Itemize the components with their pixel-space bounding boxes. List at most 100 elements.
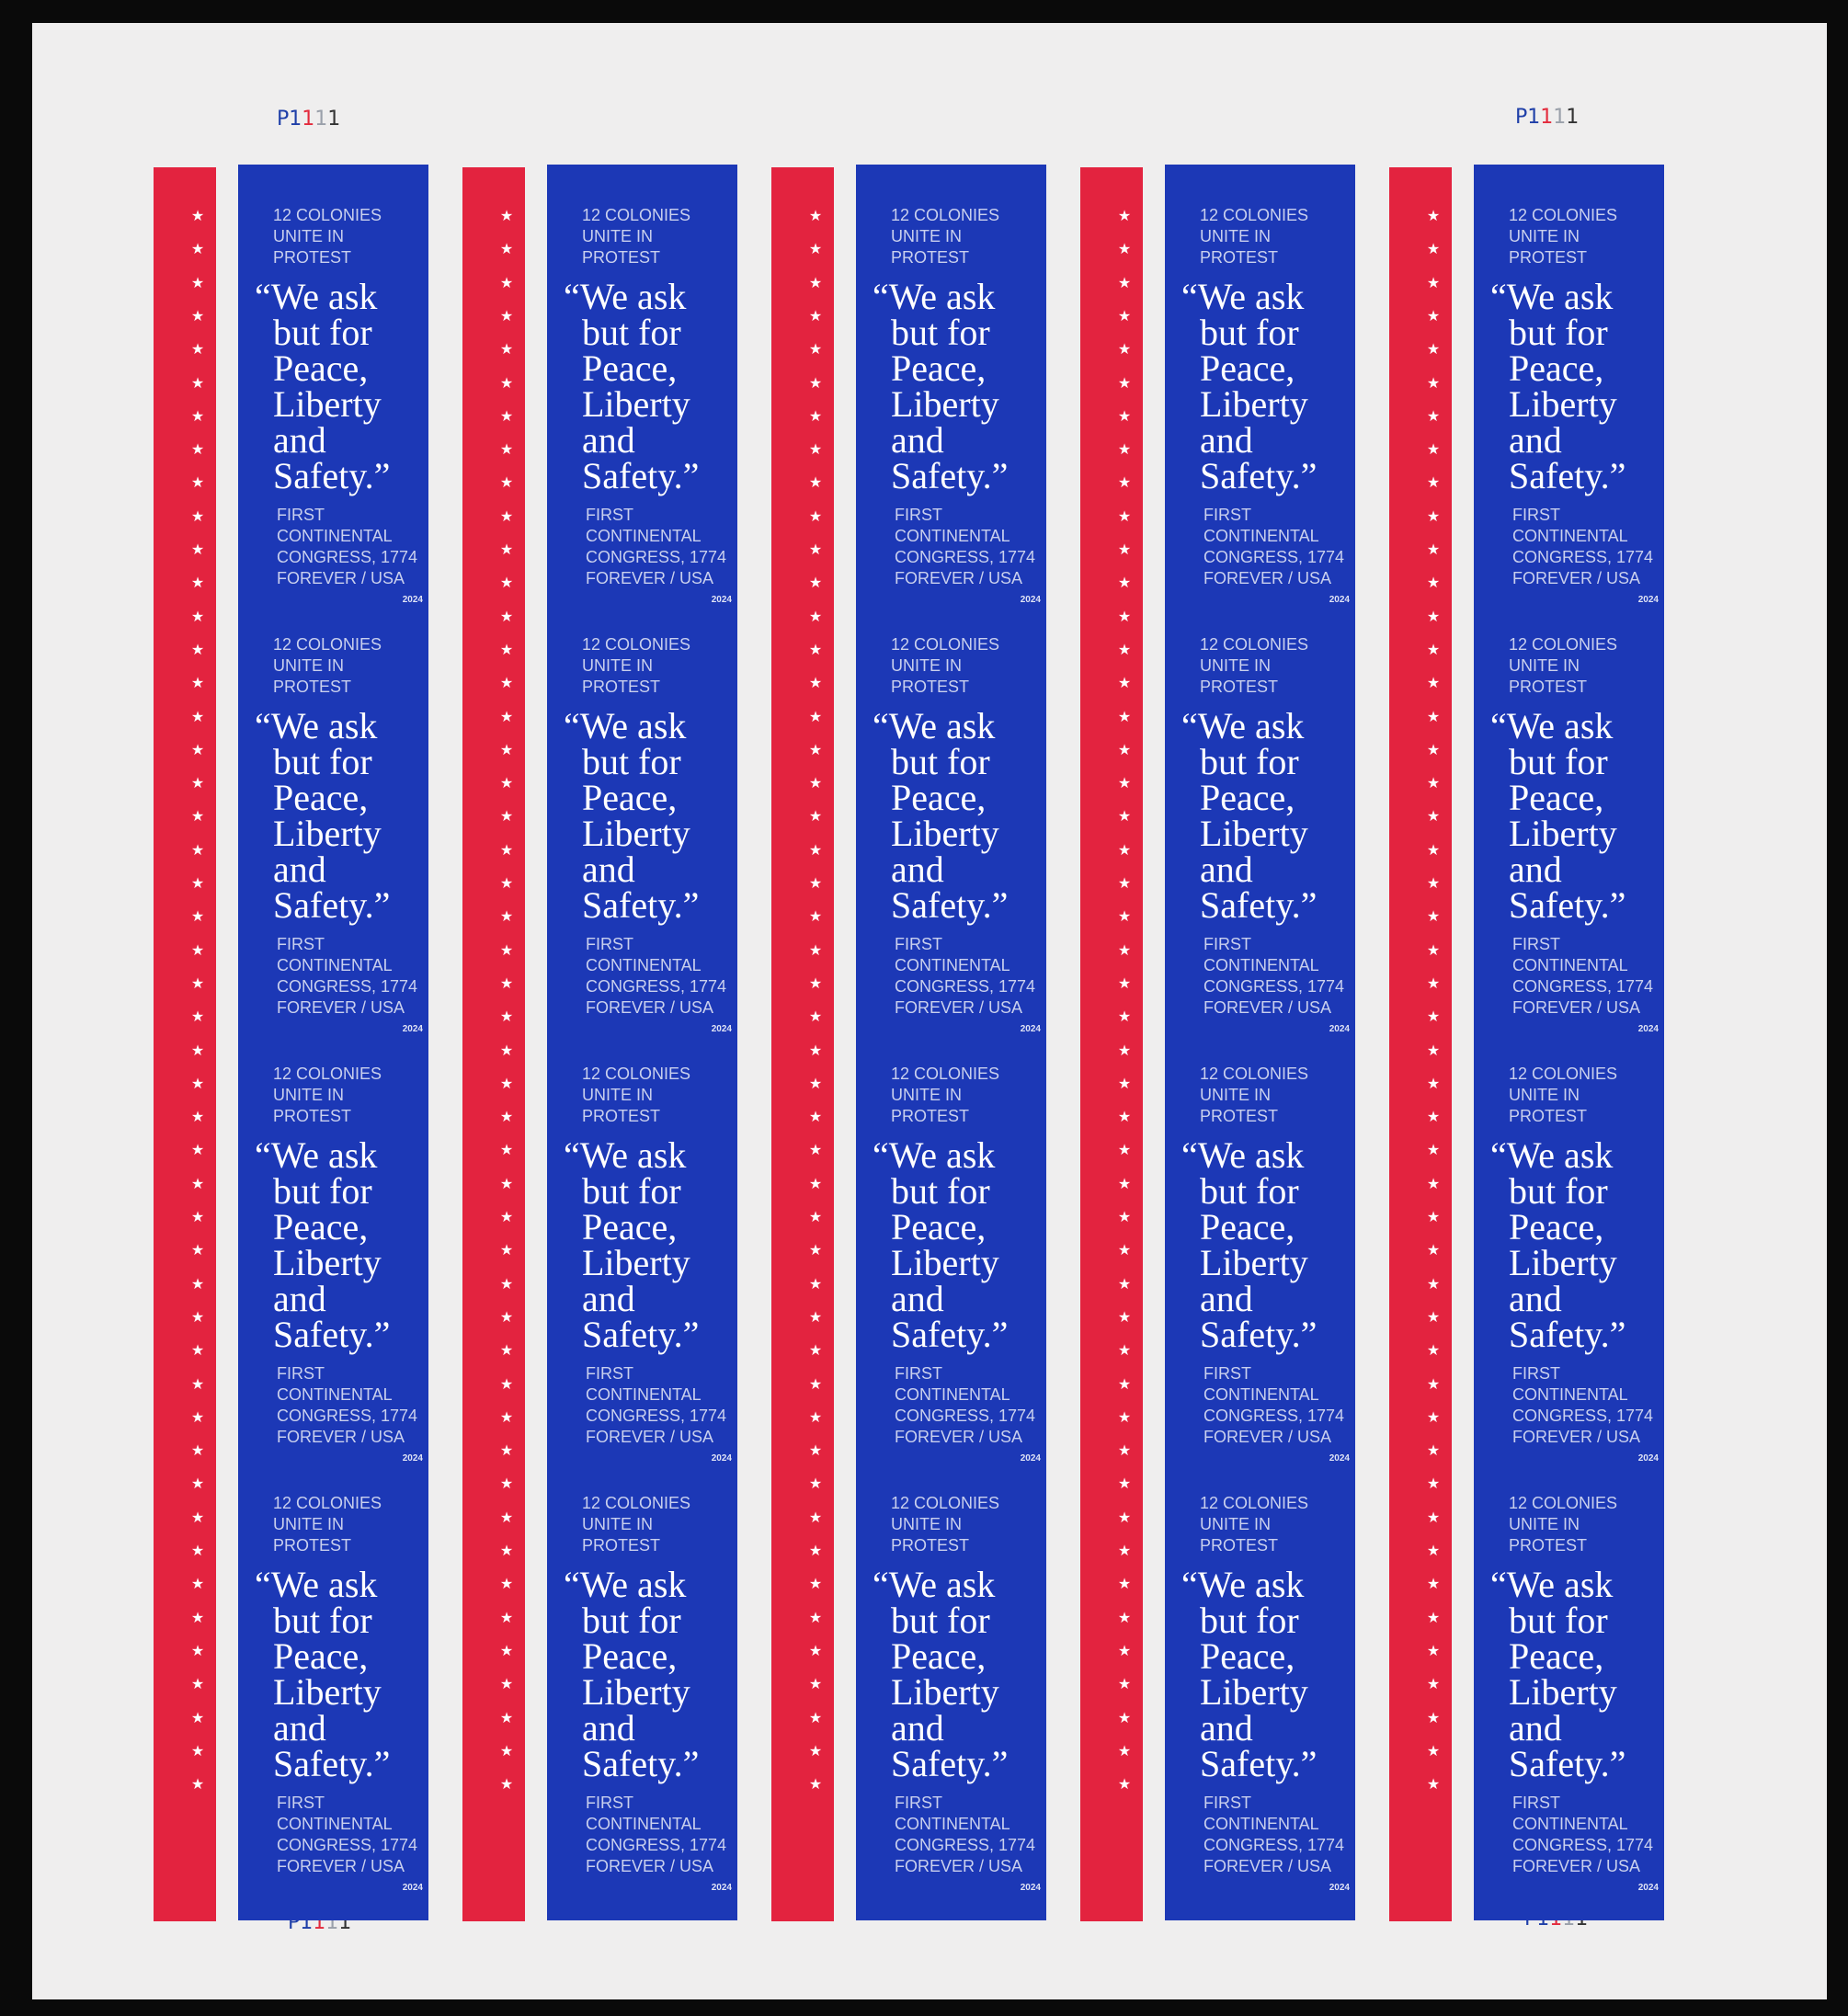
quote-line: but for bbox=[1200, 1600, 1299, 1641]
star-icon: ★ bbox=[808, 776, 823, 792]
quote-line: Liberty bbox=[582, 813, 690, 854]
footer-line: FIRST bbox=[586, 935, 633, 953]
star-icon: ★ bbox=[190, 842, 205, 859]
quote-line: Liberty bbox=[1200, 1671, 1308, 1713]
star-icon: ★ bbox=[499, 275, 514, 291]
header-line: 12 COLONIES bbox=[273, 206, 382, 224]
stamp-year: 2024 bbox=[1020, 1024, 1041, 1034]
quote-line: Peace, bbox=[891, 777, 987, 818]
footer-line: FOREVER / USA bbox=[895, 1857, 1023, 1875]
stamp: 12 COLONIES UNITE IN PROTEST “We ask but for… bbox=[856, 1023, 1046, 1464]
header-line: 12 COLONIES bbox=[891, 206, 1000, 224]
quote-line: Peace, bbox=[1200, 777, 1295, 818]
footer-line: CONGRESS, 1774 bbox=[1512, 1836, 1654, 1854]
stamp: 12 COLONIES UNITE IN PROTEST “We ask but for… bbox=[856, 594, 1046, 1034]
star-icon: ★ bbox=[1426, 575, 1441, 592]
quote-line: “We ask bbox=[564, 705, 687, 746]
header-line: 12 COLONIES bbox=[891, 1065, 1000, 1083]
star-icon: ★ bbox=[1117, 1610, 1132, 1626]
stamp-header: 12 COLONIES UNITE IN PROTEST bbox=[582, 1493, 690, 1556]
star-icon: ★ bbox=[808, 842, 823, 859]
quote-line: Safety.” bbox=[273, 1314, 391, 1355]
footer-line: CONGRESS, 1774 bbox=[277, 977, 418, 996]
star-icon: ★ bbox=[808, 1443, 823, 1460]
footer-line: CONTINENTAL bbox=[586, 1385, 702, 1404]
star-icon: ★ bbox=[1426, 1176, 1441, 1192]
footer-line: CONGRESS, 1774 bbox=[1203, 1836, 1345, 1854]
star-icon: ★ bbox=[1426, 776, 1441, 792]
quote-line: Liberty bbox=[1200, 813, 1308, 854]
quote-line: and bbox=[891, 1278, 944, 1319]
footer-line: FOREVER / USA bbox=[1203, 998, 1332, 1017]
header-line: 12 COLONIES bbox=[891, 635, 1000, 654]
quote-line: but for bbox=[273, 741, 372, 782]
star-icon: ★ bbox=[1117, 676, 1132, 692]
footer-line: FOREVER / USA bbox=[1512, 1428, 1641, 1446]
star-icon: ★ bbox=[808, 475, 823, 492]
star-icon: ★ bbox=[808, 1610, 823, 1626]
star-icon: ★ bbox=[1117, 1243, 1132, 1259]
star-icon: ★ bbox=[190, 1409, 205, 1426]
stamp-header: 12 COLONIES UNITE IN PROTEST bbox=[582, 634, 690, 698]
star-icon: ★ bbox=[190, 1176, 205, 1192]
stamp-header: 12 COLONIES UNITE IN PROTEST bbox=[1509, 1493, 1617, 1556]
quote-line: “We ask bbox=[873, 276, 996, 317]
header-line: UNITE IN bbox=[1200, 227, 1272, 245]
star-icon: ★ bbox=[1426, 275, 1441, 291]
quote-line: Liberty bbox=[891, 383, 999, 425]
star-icon: ★ bbox=[1426, 1710, 1441, 1726]
plate-char: 1 bbox=[314, 108, 328, 131]
quote-line: and bbox=[273, 1707, 326, 1748]
star-icon: ★ bbox=[808, 942, 823, 959]
star-icon: ★ bbox=[1426, 1376, 1441, 1393]
quote-line: Liberty bbox=[273, 1671, 382, 1713]
footer-line: CONGRESS, 1774 bbox=[1512, 548, 1654, 566]
star-icon: ★ bbox=[1117, 776, 1132, 792]
star-icon: ★ bbox=[808, 1543, 823, 1559]
star-icon: ★ bbox=[808, 1276, 823, 1293]
star-icon: ★ bbox=[499, 1042, 514, 1059]
stamp: 12 COLONIES UNITE IN PROTEST “We ask but for… bbox=[1474, 165, 1664, 605]
stamp-quote: “We ask but for Peace, Liberty and Safety.” bbox=[564, 705, 700, 926]
star-icon: ★ bbox=[1117, 1309, 1132, 1326]
star-icon: ★ bbox=[190, 242, 205, 258]
star-icon: ★ bbox=[1426, 1509, 1441, 1526]
star-icon: ★ bbox=[1117, 1443, 1132, 1460]
stamp-header: 12 COLONIES UNITE IN PROTEST bbox=[273, 1493, 382, 1556]
quote-line: Safety.” bbox=[582, 884, 700, 926]
star-icon: ★ bbox=[1426, 975, 1441, 992]
header-line: UNITE IN bbox=[1509, 656, 1580, 675]
star-icon: ★ bbox=[499, 1509, 514, 1526]
quote-line: but for bbox=[1509, 741, 1608, 782]
footer-line: CONTINENTAL bbox=[1203, 956, 1319, 974]
star-icon: ★ bbox=[190, 1610, 205, 1626]
stamp-strip: 12 COLONIES UNITE IN PROTEST “We ask but for… bbox=[547, 165, 737, 1920]
stamp-year: 2024 bbox=[1329, 1024, 1350, 1034]
quote-line: Safety.” bbox=[891, 1314, 1009, 1355]
star-icon: ★ bbox=[1117, 1777, 1132, 1794]
star-icon: ★ bbox=[1426, 1443, 1441, 1460]
star-icon: ★ bbox=[808, 575, 823, 592]
footer-line: CONTINENTAL bbox=[277, 527, 393, 545]
star-icon: ★ bbox=[808, 1210, 823, 1225]
header-line: PROTEST bbox=[582, 1536, 661, 1555]
star-icon: ★ bbox=[1426, 508, 1441, 525]
stamp-header: 12 COLONIES UNITE IN PROTEST bbox=[1200, 634, 1308, 698]
stamp-footer: FIRST CONTINENTAL CONGRESS, 1774 FOREVER / … bbox=[895, 505, 1035, 589]
star-icon: ★ bbox=[1426, 1610, 1441, 1626]
stamp-quote: “We ask but for Peace, Liberty and Safety.” bbox=[1490, 1566, 1626, 1783]
red-stripe: ★ ★ ★ ★ ★ ★ ★ ★ ★ ★ ★ ★ ★ ★ ★ ★ ★ ★ ★ ★ ★ ★ ★ ★ ★ ★ ★ ★ ★ ★ ★ ★ ★ ★ ★ ★ ★ ★ ★ ★… bbox=[154, 167, 216, 1921]
star-icon: ★ bbox=[1426, 709, 1441, 725]
footer-line: CONGRESS, 1774 bbox=[277, 1836, 418, 1854]
quote-line: and bbox=[1200, 1707, 1253, 1748]
footer-line: CONGRESS, 1774 bbox=[1203, 977, 1345, 996]
star-icon: ★ bbox=[1426, 375, 1441, 392]
stamp-year: 2024 bbox=[1020, 595, 1041, 605]
quote-line: Liberty bbox=[1509, 1242, 1617, 1283]
quote-line: Peace, bbox=[1509, 777, 1604, 818]
star-icon: ★ bbox=[190, 1577, 205, 1593]
star-icon: ★ bbox=[808, 275, 823, 291]
header-line: 12 COLONIES bbox=[582, 206, 691, 224]
star-icon: ★ bbox=[1117, 1743, 1132, 1760]
stamp-quote: “We ask but for Peace, Liberty and Safety.” bbox=[1181, 1566, 1317, 1783]
